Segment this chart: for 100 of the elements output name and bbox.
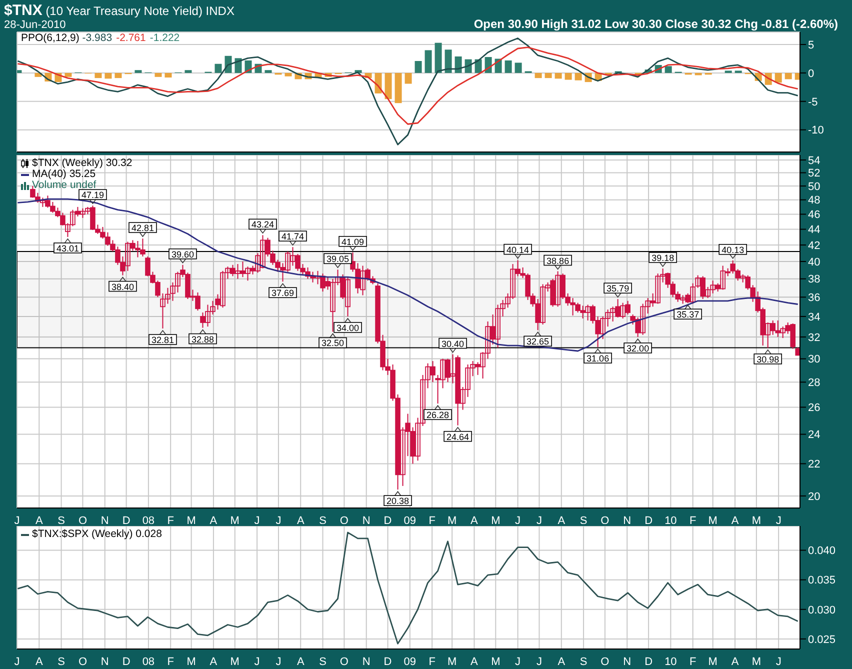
x-tick-label: 08 (142, 514, 155, 527)
x-tick-label: A (296, 514, 305, 527)
x-tick-label: O (340, 656, 349, 668)
x-tick-label: J (515, 656, 521, 668)
x-tick-label: F (167, 514, 174, 527)
bar (544, 72, 552, 78)
x-tick-label: S (58, 514, 65, 527)
annotation: 38.86 (546, 256, 570, 266)
annotation: 40.14 (506, 244, 530, 255)
legend-label: $TNX:$SPX (Weekly) 0.028 (32, 528, 162, 540)
annotation: 32.65 (526, 336, 550, 347)
y-tick-label: 22 (808, 458, 820, 471)
y-tick-label: 50 (808, 180, 820, 193)
bar (284, 72, 292, 76)
x-tick-label: F (428, 656, 436, 668)
x-tick-label: O (78, 656, 88, 668)
text: -3.983 (82, 32, 112, 44)
bar (394, 72, 402, 104)
x-tick-label: N (100, 514, 109, 527)
legend-label: MA(40) 35.25 (32, 168, 96, 180)
x-tick-label: S (580, 514, 588, 527)
bar (434, 42, 442, 73)
annotation: 31.06 (586, 354, 610, 364)
y-tick-label: 5 (808, 39, 814, 52)
bar (384, 72, 392, 100)
x-tick-label: A (470, 656, 479, 668)
annotation: 39.05 (326, 254, 350, 264)
text: -1.222 (150, 32, 180, 44)
x-tick-label: M (186, 514, 196, 527)
x-tick-label: N (623, 656, 632, 668)
x-tick-label: A (558, 656, 566, 668)
x-tick-label: J (515, 514, 521, 527)
x-tick-label: J (254, 656, 260, 668)
bar (374, 72, 382, 94)
annotation: 41.74 (282, 232, 304, 242)
annotation: 35.79 (606, 284, 630, 294)
x-tick-label: M (447, 514, 457, 527)
bar (214, 64, 222, 73)
x-tick-label: N (362, 656, 370, 668)
annotation: 20.38 (386, 496, 410, 506)
x-tick-label: F (689, 514, 696, 527)
bar (564, 72, 572, 80)
x-tick-label: F (689, 656, 696, 668)
y-tick-label: 46 (808, 209, 820, 222)
x-tick-label: J (776, 656, 782, 668)
x-tick-label: M (230, 656, 240, 668)
y-tick-label: 40 (808, 256, 820, 268)
bar (104, 72, 112, 79)
y-tick-label: 34 (808, 311, 820, 324)
x-tick-label: S (319, 514, 326, 527)
x-tick-label: A (35, 514, 44, 527)
x-tick-label: J (14, 656, 20, 668)
annotation: 32.81 (151, 335, 174, 346)
y-tick-label: 44 (808, 224, 820, 236)
x-tick-label: S (58, 656, 65, 668)
x-tick-label: M (491, 656, 500, 668)
x-tick-label: J (776, 514, 782, 527)
bar (164, 72, 172, 78)
x-tick-label: M (447, 656, 457, 668)
legend-title: PPO(6,12,9) (21, 32, 80, 44)
bar (664, 66, 672, 73)
bar (154, 72, 162, 77)
x-tick-label: D (644, 656, 653, 668)
x-tick-label: M (491, 514, 500, 527)
annotation: 42.81 (131, 223, 154, 234)
x-tick-label: 10 (664, 656, 677, 668)
chart-subtitle: 28-Jun-2010 (4, 19, 66, 31)
x-tick-label: O (78, 514, 88, 527)
annotation: 39.18 (652, 252, 674, 263)
x-tick-label: M (708, 656, 718, 668)
x-tick-label: A (731, 514, 740, 527)
x-tick-label: D (122, 656, 130, 668)
bar (444, 50, 452, 73)
x-tick-label: D (384, 656, 392, 668)
bar (184, 70, 192, 73)
x-tick-label: S (580, 656, 588, 668)
bar (64, 72, 72, 77)
x-tick-label: J (14, 514, 20, 527)
y-tick-label: -5 (808, 96, 818, 108)
y-tick-label: 0.035 (808, 574, 836, 587)
x-tick-label: M (752, 514, 762, 527)
y-tick-label: 24 (808, 429, 820, 442)
y-tick-label: 42 (808, 240, 820, 252)
x-tick-label: M (230, 514, 240, 527)
annotation: 30.40 (442, 338, 464, 349)
y-tick-label: 0.030 (808, 604, 836, 616)
y-tick-label: 28 (808, 377, 820, 390)
line-series (17, 198, 799, 352)
y-tick-label: 36 (808, 292, 820, 304)
annotation: 32.88 (191, 334, 214, 344)
bar (784, 72, 792, 80)
x-tick-label: O (600, 656, 610, 668)
y-tick-label: 0.040 (808, 545, 836, 558)
annotation: 26.28 (426, 410, 450, 420)
y-tick-label: -10 (808, 124, 824, 137)
line-series (17, 46, 799, 125)
bar (534, 72, 542, 78)
y-tick-label: 30 (808, 354, 820, 366)
annotation: 41.09 (342, 236, 364, 247)
x-tick-label: J (276, 656, 282, 668)
